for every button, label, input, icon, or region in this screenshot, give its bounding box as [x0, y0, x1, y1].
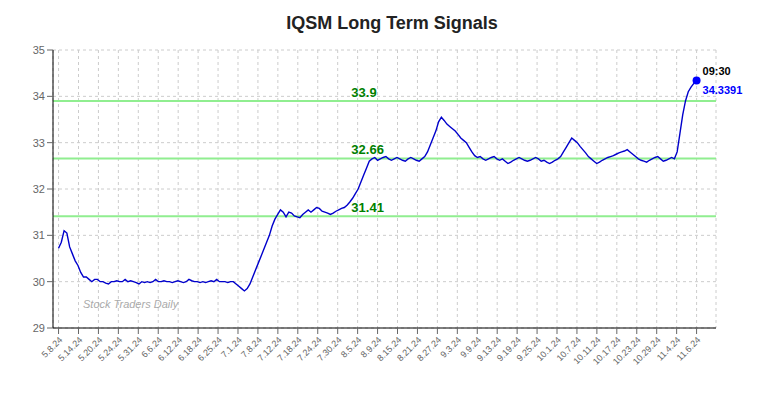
svg-text:8.27.24: 8.27.24: [415, 335, 443, 363]
svg-text:7.30.24: 7.30.24: [315, 335, 343, 363]
svg-text:31: 31: [33, 229, 45, 241]
svg-text:32.66: 32.66: [351, 142, 384, 157]
svg-text:7.24.24: 7.24.24: [295, 334, 324, 364]
svg-text:9.9.24: 9.9.24: [458, 334, 484, 360]
svg-text:8.5.24: 8.5.24: [339, 335, 364, 360]
svg-text:34: 34: [33, 90, 45, 102]
svg-text:7.1.24: 7.1.24: [219, 335, 244, 360]
svg-text:10.1.24: 10.1.24: [534, 334, 563, 364]
svg-text:7.12.24: 7.12.24: [255, 334, 284, 364]
html-text:Stock Traders Daily: Stock Traders Daily: [83, 298, 179, 310]
svg-text:34.3391: 34.3391: [703, 84, 743, 96]
svg-text:9.25.24: 9.25.24: [514, 334, 543, 364]
svg-text:33.9: 33.9: [351, 85, 376, 100]
svg-text:10.29.24: 10.29.24: [631, 335, 663, 367]
svg-text:6.12.24: 6.12.24: [155, 334, 185, 364]
svg-text:7.18.24: 7.18.24: [275, 334, 304, 364]
svg-text:10.11.24: 10.11.24: [571, 334, 603, 367]
svg-text:5.31.24: 5.31.24: [116, 335, 144, 363]
svg-text:7.8.24: 7.8.24: [239, 334, 264, 360]
svg-text:09:30: 09:30: [703, 65, 731, 77]
svg-text:6.6.24: 6.6.24: [139, 334, 165, 360]
svg-text:6.25.24: 6.25.24: [196, 335, 224, 363]
svg-text:33: 33: [33, 137, 45, 149]
svg-text:9.3.24: 9.3.24: [438, 335, 463, 360]
svg-text:6.18.24: 6.18.24: [175, 334, 205, 364]
svg-text:5.24.24: 5.24.24: [96, 334, 125, 364]
svg-text:9.19.24: 9.19.24: [494, 334, 524, 364]
svg-text:10.17.24: 10.17.24: [590, 334, 623, 367]
svg-text:8.9.24: 8.9.24: [358, 334, 384, 360]
svg-text:11.6.24: 11.6.24: [675, 335, 703, 363]
html-text:IQSM Long Term Signals: IQSM Long Term Signals: [286, 13, 498, 33]
svg-text:10.7.24: 10.7.24: [554, 334, 583, 364]
svg-text:9.13.24: 9.13.24: [474, 334, 504, 364]
svg-text:30: 30: [33, 276, 45, 288]
svg-text:8.21.24: 8.21.24: [395, 334, 424, 364]
svg-text:31.41: 31.41: [351, 200, 384, 215]
svg-text:8.15.24: 8.15.24: [375, 334, 404, 364]
svg-text:35: 35: [33, 44, 45, 56]
svg-text:5.8.24: 5.8.24: [39, 334, 65, 360]
svg-text:5.14.24: 5.14.24: [56, 334, 85, 364]
svg-text:29: 29: [33, 322, 45, 334]
svg-text:10.23.24: 10.23.24: [610, 334, 643, 367]
svg-text:5.20.24: 5.20.24: [76, 334, 105, 364]
svg-text:11.4.24: 11.4.24: [654, 334, 683, 363]
svg-text:32: 32: [33, 183, 45, 195]
